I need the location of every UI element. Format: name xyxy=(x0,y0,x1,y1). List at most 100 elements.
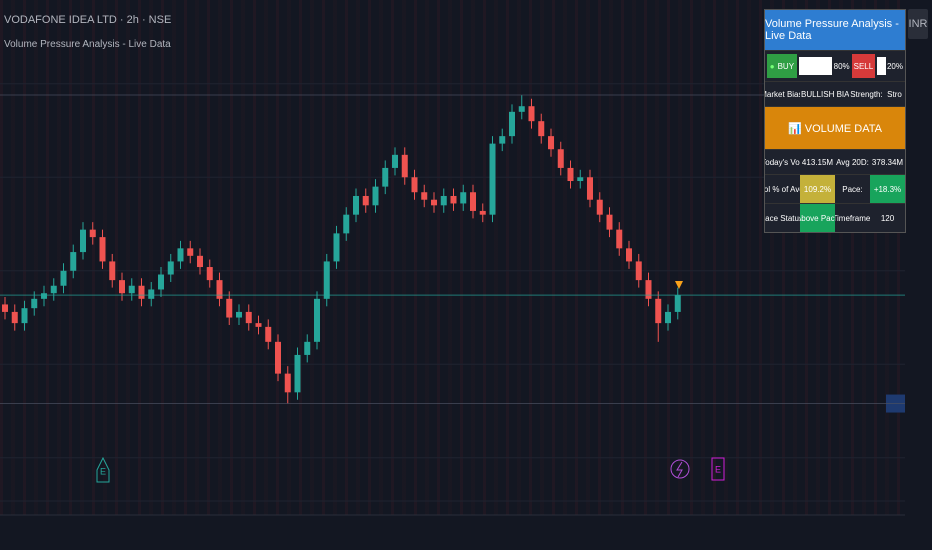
section-header: 📊 VOLUME DATA xyxy=(765,106,905,149)
candle-body xyxy=(440,195,447,206)
plot xyxy=(0,83,905,502)
svg-text:E: E xyxy=(715,464,721,474)
sell-bar xyxy=(877,57,886,75)
candle-body xyxy=(275,341,281,374)
candle-body xyxy=(333,233,340,262)
candle-body xyxy=(548,136,554,150)
sell-label: SELL xyxy=(851,54,876,78)
candle-body xyxy=(392,154,398,168)
candle-body xyxy=(148,289,155,299)
candle-body xyxy=(616,229,623,249)
cell: Pace: xyxy=(842,184,863,194)
candle-body xyxy=(479,210,486,215)
cell: Market Bias: xyxy=(765,89,800,99)
cell: 109.2% xyxy=(800,175,835,203)
sell-pct: 20% xyxy=(886,61,903,71)
sell-track xyxy=(877,57,886,75)
candle-body xyxy=(226,298,233,318)
candle-body xyxy=(236,311,242,318)
candle-body xyxy=(21,308,28,324)
candle-body xyxy=(255,323,262,327)
candle-body xyxy=(314,298,320,342)
candle-body xyxy=(587,177,593,200)
candle-body xyxy=(567,167,574,182)
candle-body xyxy=(431,199,437,206)
candle-body xyxy=(119,280,125,294)
cell: Stro xyxy=(887,89,902,99)
candle-body xyxy=(304,341,311,355)
panel-title: Volume Pressure Analysis - Live Data xyxy=(765,10,905,50)
signal-marker xyxy=(675,281,683,289)
candle-body xyxy=(323,261,330,299)
candle-body xyxy=(197,255,203,268)
candle-body xyxy=(372,186,379,206)
earnings-icon: E xyxy=(96,456,110,483)
candle-body xyxy=(187,248,194,256)
candle-body xyxy=(655,298,662,324)
svg-text:E: E xyxy=(100,466,106,476)
earnings-icon: E xyxy=(711,457,725,481)
candle-body xyxy=(216,280,223,299)
cell: 378.34M xyxy=(871,157,904,167)
candle-body xyxy=(138,285,145,299)
candle-body xyxy=(2,304,8,312)
buy-cell: ● BUY xyxy=(767,54,797,78)
cell: Timeframe: xyxy=(835,213,870,223)
candle-body xyxy=(294,354,301,393)
candle-body xyxy=(470,192,476,211)
cell: Pace Status: xyxy=(765,213,800,223)
candle-body xyxy=(158,274,164,290)
candle-body xyxy=(70,252,77,271)
candle-body xyxy=(353,195,359,215)
candle-body xyxy=(128,285,135,294)
buy-label: BUY xyxy=(777,61,795,71)
candle-body xyxy=(362,195,369,206)
candle-body xyxy=(382,167,389,187)
buy-track xyxy=(798,57,833,75)
candle-body xyxy=(674,295,681,312)
price-axis xyxy=(905,0,932,550)
candle-body xyxy=(460,192,467,204)
cell: Today's Vol: xyxy=(765,157,800,167)
currency-box xyxy=(908,9,928,39)
candle-body xyxy=(109,261,116,281)
candle-body xyxy=(41,293,47,299)
candle-body xyxy=(635,261,642,281)
table-row: Vol % of Avg: 109.2% Pace: +18.3% xyxy=(765,174,905,203)
candle-body xyxy=(606,214,613,230)
candle-body xyxy=(206,267,213,281)
candle-body xyxy=(489,143,496,215)
candle-body xyxy=(401,154,408,178)
candles xyxy=(2,94,681,404)
candle-body xyxy=(499,136,506,144)
candle-body xyxy=(665,311,671,324)
buy-bar xyxy=(798,57,833,75)
candle-body xyxy=(528,106,535,122)
cell: 120 xyxy=(880,213,895,223)
candle-body xyxy=(99,237,106,262)
cell: Strength: xyxy=(850,89,883,99)
candle-body xyxy=(265,326,272,342)
candle-body xyxy=(538,121,545,137)
split-icon xyxy=(670,459,690,479)
candle-body xyxy=(645,280,652,299)
indicator-title: Volume Pressure Analysis - Live Data xyxy=(4,39,171,50)
candle-body xyxy=(626,248,632,262)
table-row: Today's Vol: 413.15M Avg 20D: 378.34M xyxy=(765,149,905,174)
candle-body xyxy=(450,195,457,204)
candle-body xyxy=(411,177,418,193)
buy-pct: 80% xyxy=(833,61,850,71)
candle-body xyxy=(284,373,291,393)
candle-body xyxy=(177,248,184,262)
candle-body xyxy=(89,229,96,238)
table-row: Pace Status: Above Pace Timeframe: 120 xyxy=(765,203,905,232)
cell: Above Pace xyxy=(800,204,835,232)
candle-body xyxy=(50,285,57,294)
cell: Avg 20D: xyxy=(836,157,869,167)
currency: INR xyxy=(909,18,928,30)
candle-body xyxy=(31,298,38,309)
